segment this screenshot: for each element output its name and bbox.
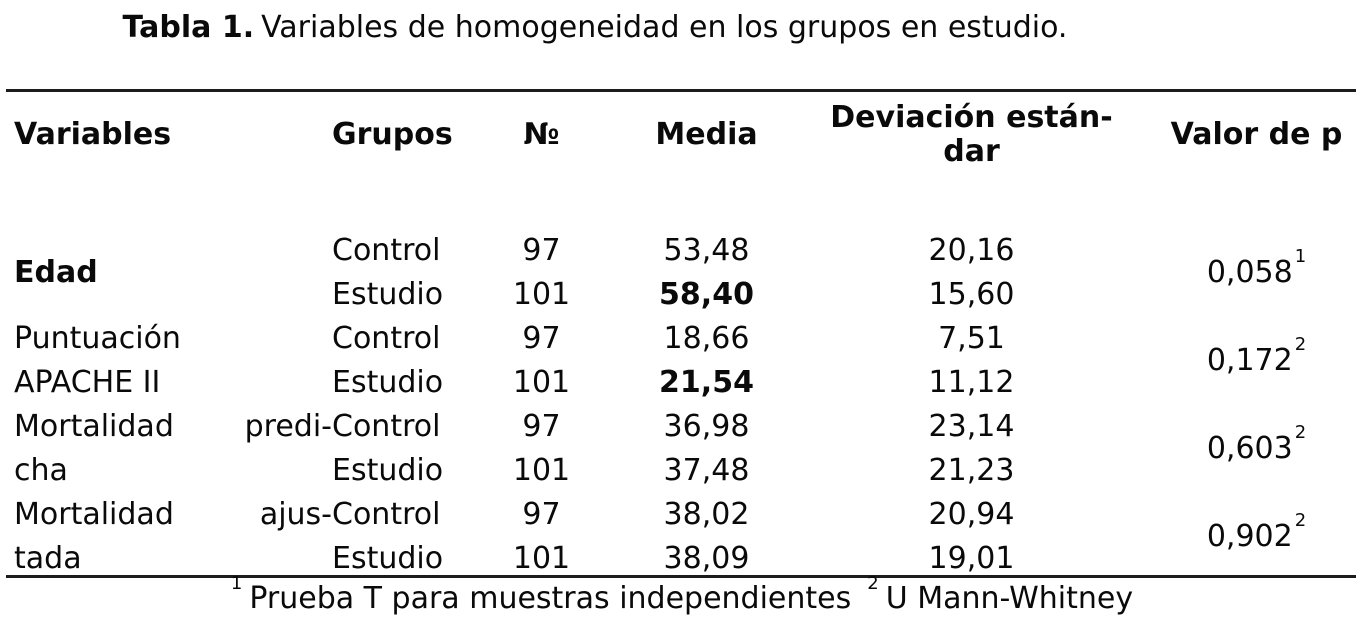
data-table: Variables Grupos № Media Deviación están… (0, 92, 1364, 580)
column-header-numero: № (523, 117, 560, 152)
variable-name: Mortalidad predi-cha (14, 404, 332, 492)
table-row: Estudio 101 58,40 15,60 (0, 272, 1364, 316)
table-body: Edad Control 97 53,48 20,16 0,058 1 Estudio 101 5… (0, 228, 1364, 580)
variable-name: Puntuación APACHE II (14, 316, 332, 404)
media-cell: 58,40 (659, 276, 754, 312)
variable-word: Mortalidad (14, 408, 174, 444)
n-cell: 97 (522, 496, 561, 532)
sd-cell: 11,12 (928, 364, 1015, 400)
grupo-cell: Estudio (332, 540, 444, 576)
n-cell: 101 (512, 276, 571, 312)
table-header: Variables Grupos № Media Deviación están… (0, 92, 1364, 228)
variable-cell: Edad (0, 228, 332, 316)
table-row: Puntuación APACHE II Control 97 18,66 7,51 0,1… (0, 316, 1364, 400)
variable-name-line: Mortalidad ajus- (14, 492, 332, 536)
sd-cell: 20,94 (928, 496, 1015, 532)
p-value-cell: 0,603 2 (1206, 422, 1307, 466)
variable-name: Mortalidad ajus-tada (14, 492, 332, 580)
variable-cell: Puntuación APACHE II (0, 316, 332, 404)
sd-cell: 15,60 (928, 276, 1015, 312)
table-row: Estudio 101 37,48 21,23 (0, 448, 1364, 492)
grupo-cell: Estudio (332, 364, 444, 400)
media-cell: 36,98 (663, 408, 750, 444)
table-row: Mortalidad ajus-tada Control 97 38,02 20,94 0,… (0, 492, 1364, 576)
top-rule (6, 89, 1356, 92)
media-cell: 53,48 (663, 232, 750, 268)
n-cell: 101 (512, 452, 571, 488)
header-row: Variables Grupos № Media Deviación están… (0, 92, 1364, 173)
grupo-cell: Control (332, 496, 441, 532)
table-row: Estudio 101 38,09 19,01 (0, 536, 1364, 580)
variable-word: predi- (244, 408, 332, 444)
grupo-cell: Control (332, 408, 441, 444)
variable-name-line: tada (14, 540, 82, 576)
media-cell: 37,48 (663, 452, 750, 488)
media-cell: 18,66 (663, 320, 750, 356)
variable-name: Edad (14, 228, 332, 316)
grupo-cell: Estudio (332, 276, 444, 312)
column-header-grupos: Grupos (332, 117, 453, 152)
table-title-label: Tabla 1. (122, 10, 255, 45)
footnote-text-2: U Mann-Whitney (885, 581, 1134, 616)
variable-cell: Mortalidad ajus-tada (0, 492, 332, 580)
p-value-cell: 0,902 2 (1206, 510, 1307, 554)
table-row: Estudio 101 21,54 11,12 (0, 360, 1364, 404)
n-cell: 97 (522, 320, 561, 356)
sd-cell: 7,51 (938, 320, 1005, 356)
column-header-valor-de-p: Valor de p (1170, 117, 1343, 152)
footnote-marker-2: 2 (867, 572, 879, 594)
variable-word: Mortalidad (14, 496, 174, 532)
n-cell: 97 (522, 232, 561, 268)
table-footnote: 1 Prueba T para muestras independientes 2 U… (0, 574, 1364, 616)
sd-cell: 23,14 (928, 408, 1015, 444)
bottom-rule (6, 575, 1356, 578)
column-header-variables: Variables (14, 117, 172, 152)
table-row: Edad Control 97 53,48 20,16 0,058 1 (0, 228, 1364, 290)
table-title: Tabla 1. Variables de homogeneidad en los… (0, 10, 1190, 45)
media-cell: 38,02 (663, 496, 750, 532)
variable-cell: Mortalidad predi-cha (0, 404, 332, 492)
p-superscript-marker: 2 (1294, 510, 1307, 532)
n-cell: 101 (512, 540, 571, 576)
footnote-marker-1: 1 (230, 572, 243, 594)
grupo-cell: Control (332, 232, 441, 268)
column-header-deviacion-line2: dar (943, 134, 1000, 169)
column-header-media: Media (655, 117, 758, 152)
media-cell: 38,09 (663, 540, 750, 576)
table-row: Mortalidad predi-cha Control 97 36,98 23,14 0,… (0, 404, 1364, 488)
p-superscript-marker: 2 (1294, 334, 1307, 356)
grupo-cell: Control (332, 320, 441, 356)
sd-cell: 21,23 (928, 452, 1015, 488)
variable-word: ajus- (259, 496, 332, 532)
n-cell: 101 (512, 364, 571, 400)
variable-name-line: Edad (14, 254, 98, 290)
variable-name-line: cha (14, 452, 68, 488)
variable-name-line: Mortalidad predi- (14, 404, 332, 448)
header-spacer-row (0, 173, 1364, 228)
p-value-cell: 0,172 2 (1206, 334, 1307, 378)
sd-cell: 19,01 (928, 540, 1015, 576)
grupo-cell: Estudio (332, 452, 444, 488)
p-superscript-marker: 1 (1294, 246, 1307, 268)
p-superscript-marker: 2 (1294, 422, 1307, 444)
sd-cell: 20,16 (928, 232, 1015, 268)
variable-name-line: APACHE II (14, 364, 161, 400)
media-cell: 21,54 (659, 364, 754, 400)
p-value-cell: 0,058 1 (1206, 246, 1307, 290)
table-title-text: Variables de homogeneidad en los grupos … (261, 10, 1068, 45)
column-header-deviacion-estandar: Deviación están-dar (794, 92, 1149, 173)
n-cell: 97 (522, 408, 561, 444)
column-header-deviacion-line1: Deviación están- (830, 100, 1113, 135)
variable-name-line: Puntuación (14, 320, 181, 356)
footnote-text-1: Prueba T para muestras independientes (249, 581, 852, 616)
